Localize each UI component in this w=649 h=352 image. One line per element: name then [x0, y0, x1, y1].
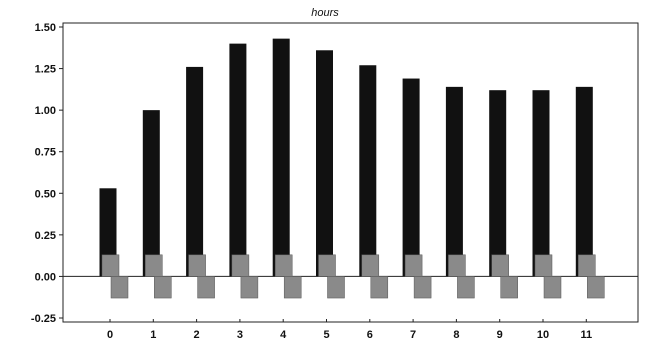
bar-series-2	[404, 254, 423, 277]
bar-series-2	[274, 254, 293, 277]
x-tick-label: 2	[194, 329, 200, 341]
y-tick-label: 0.50	[35, 188, 56, 200]
bar-series-3	[327, 276, 345, 299]
x-tick-label: 7	[410, 329, 416, 341]
x-tick-label: 0	[107, 329, 113, 341]
y-tick-label: 0.00	[35, 271, 56, 283]
bar-series-2	[145, 254, 163, 277]
bar-series-1	[359, 65, 377, 277]
bars-group	[99, 38, 605, 299]
bar-series-2	[231, 254, 250, 277]
bar-series-2	[318, 254, 336, 277]
x-tick-label: 5	[323, 329, 329, 341]
bar-series-3	[197, 276, 215, 299]
bar-series-3	[370, 276, 389, 299]
bar-series-1	[272, 38, 290, 277]
y-axis-ticks: 1.50 1.25 1.00 0.75 0.50 0.25 0.00 -0.25	[31, 22, 63, 325]
x-tick-label: 6	[367, 329, 373, 341]
bar-series-3	[240, 276, 259, 299]
bar-series-1	[402, 78, 420, 277]
bar-series-1	[99, 188, 117, 277]
bar-series-3	[500, 276, 518, 299]
y-tick-label: 1.50	[35, 22, 56, 34]
bar-series-2	[448, 254, 466, 277]
bar-series-2	[188, 254, 206, 277]
x-tick-label: 3	[237, 329, 243, 341]
bar-series-3	[413, 276, 432, 299]
y-tick-label: 1.25	[35, 64, 56, 76]
y-tick-label: 0.25	[35, 230, 56, 242]
bar-series-2	[578, 254, 596, 277]
bar-series-3	[154, 276, 172, 299]
y-tick-label: -0.25	[31, 313, 56, 325]
bar-series-1	[316, 50, 333, 277]
chart-title: hours	[311, 7, 339, 19]
bar-series-1	[532, 90, 550, 277]
x-tick-label: 10	[537, 329, 549, 341]
bar-series-2	[101, 254, 120, 277]
bar-series-3	[283, 276, 302, 299]
x-tick-label: 1	[150, 329, 156, 341]
bar-series-2	[534, 254, 553, 277]
bar-series-1	[186, 66, 204, 277]
bar-series-1	[489, 90, 507, 277]
y-tick-label: 1.00	[35, 105, 56, 117]
bar-series-3	[543, 276, 562, 299]
bar-series-1	[445, 86, 463, 277]
bar-series-3	[587, 276, 605, 299]
x-tick-label: 9	[497, 329, 503, 341]
bar-series-3	[110, 276, 129, 299]
x-tick-label: 11	[580, 329, 592, 341]
bar-series-2	[361, 254, 380, 277]
x-tick-label: 8	[453, 329, 459, 341]
bar-series-1	[142, 110, 160, 277]
bar-series-2	[491, 254, 509, 277]
x-tick-label: 4	[280, 329, 287, 341]
y-tick-label: 0.75	[35, 147, 56, 159]
x-axis-ticks: 0 1 2 3 4 5 6 7 8 9 10 11	[107, 319, 592, 341]
bar-series-1	[229, 43, 247, 277]
bar-series-1	[575, 86, 593, 277]
bar-series-3	[457, 276, 475, 299]
